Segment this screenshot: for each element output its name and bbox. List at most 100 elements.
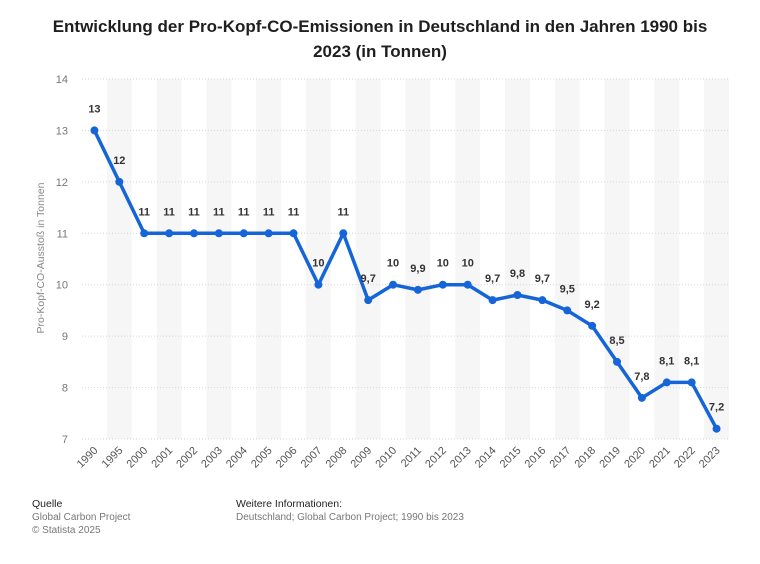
data-label: 11	[163, 206, 175, 218]
info-heading: Weitere Informationen:	[236, 498, 343, 510]
x-tick-label: 2009	[348, 445, 374, 471]
series-line	[92, 128, 719, 431]
data-point	[90, 126, 99, 135]
data-point	[189, 229, 198, 238]
column-band	[106, 79, 132, 439]
x-tick-label: 2011	[399, 445, 424, 470]
data-label: 11	[138, 206, 150, 218]
y-tick-label: 7	[62, 434, 68, 446]
data-label: 7,8	[634, 371, 649, 383]
data-point	[662, 378, 671, 387]
data-label: 11	[238, 206, 250, 218]
y-tick-label: 14	[56, 74, 68, 86]
data-label: 10	[312, 258, 324, 270]
column-band	[554, 79, 580, 439]
x-tick-label: 1990	[75, 445, 101, 471]
x-tick-label: 2008	[324, 445, 350, 471]
data-point	[438, 280, 447, 289]
data-point	[538, 296, 547, 305]
data-point	[140, 229, 149, 238]
data-point	[289, 229, 298, 238]
data-label: 11	[188, 206, 200, 218]
x-tick-label: 2013	[448, 445, 474, 471]
x-tick-label: 2014	[473, 445, 499, 471]
data-label: 10	[387, 258, 399, 270]
x-tick-label: 2004	[224, 445, 250, 471]
data-point	[364, 296, 373, 305]
y-tick-label: 12	[56, 177, 68, 189]
x-tick-label: 2007	[299, 445, 325, 471]
data-label: 10	[462, 258, 474, 270]
column-band	[256, 79, 282, 439]
x-tick-label: 1995	[100, 445, 126, 471]
data-label: 10	[437, 258, 449, 270]
source-line: Global Carbon Project	[32, 512, 131, 523]
x-tick-label: 2020	[622, 445, 648, 471]
data-label: 8,5	[609, 335, 624, 347]
column-bands	[106, 79, 729, 439]
data-point	[463, 280, 472, 289]
source-heading: Quelle	[32, 498, 63, 510]
x-tick-label: 2018	[572, 445, 598, 471]
y-axis-ticks: 7 8 9 10 11 12 13 14	[56, 74, 68, 446]
data-label: 9,7	[485, 273, 500, 285]
column-band	[355, 79, 381, 439]
column-band	[305, 79, 331, 439]
x-tick-label: 2000	[125, 445, 151, 471]
data-point	[563, 306, 572, 315]
y-tick-label: 11	[57, 228, 68, 240]
x-tick-label: 2012	[423, 445, 449, 471]
data-label: 13	[88, 103, 100, 115]
column-band	[604, 79, 630, 439]
data-point	[214, 229, 223, 238]
data-label: 11	[213, 206, 225, 218]
x-tick-label: 2021	[647, 445, 673, 471]
data-point	[239, 229, 248, 238]
data-label: 12	[113, 155, 125, 167]
data-label: 7,2	[709, 402, 724, 414]
copyright-line: © Statista 2025	[32, 525, 101, 536]
x-tick-label: 2022	[672, 445, 698, 471]
x-tick-label: 2010	[373, 445, 399, 471]
data-label: 9,9	[410, 263, 425, 275]
y-axis-label: Pro-Kopf-CO-Ausstoß in Tonnen	[35, 182, 47, 333]
data-label: 11	[288, 206, 300, 218]
x-tick-label: 2017	[548, 445, 574, 471]
data-label: 8,1	[659, 355, 674, 367]
info-block: Weitere Informationen: Deutschland; Glob…	[236, 498, 464, 524]
column-band	[505, 79, 530, 439]
chart-title: Entwicklung der Pro-Kopf-CO-Emissionen i…	[52, 17, 708, 61]
column-band	[704, 79, 729, 439]
x-tick-label: 2015	[498, 445, 524, 471]
data-point	[687, 378, 696, 387]
y-tick-label: 8	[62, 383, 68, 395]
data-point	[613, 357, 622, 366]
x-tick-label: 2019	[597, 445, 623, 471]
x-axis-ticks: 1990 1995 2000 2001 2002 2003 2004 2005 2006 2007…	[75, 445, 723, 471]
data-label: 11	[337, 206, 349, 218]
y-tick-label: 10	[56, 280, 68, 292]
source-block: Quelle Global Carbon Project © Statista …	[32, 498, 130, 537]
data-point	[712, 424, 721, 433]
x-tick-label: 2003	[199, 445, 225, 471]
data-point	[513, 291, 522, 299]
x-tick-label: 2023	[697, 445, 723, 471]
column-band	[455, 79, 481, 439]
x-tick-label: 2001	[149, 445, 175, 471]
data-label: 9,7	[361, 273, 376, 285]
x-tick-label: 2002	[174, 445, 200, 471]
data-point	[264, 229, 273, 238]
data-label: 9,7	[535, 273, 550, 285]
data-point	[165, 229, 174, 238]
data-point	[413, 285, 422, 294]
y-tick-label: 13	[56, 125, 68, 137]
column-band	[405, 79, 431, 439]
column-band	[156, 79, 182, 439]
x-tick-label: 2016	[523, 445, 549, 471]
data-label: 9,5	[560, 283, 575, 295]
data-point	[314, 280, 323, 289]
x-tick-label: 2006	[274, 445, 300, 471]
data-points	[90, 126, 721, 433]
y-tick-label: 9	[62, 331, 68, 343]
